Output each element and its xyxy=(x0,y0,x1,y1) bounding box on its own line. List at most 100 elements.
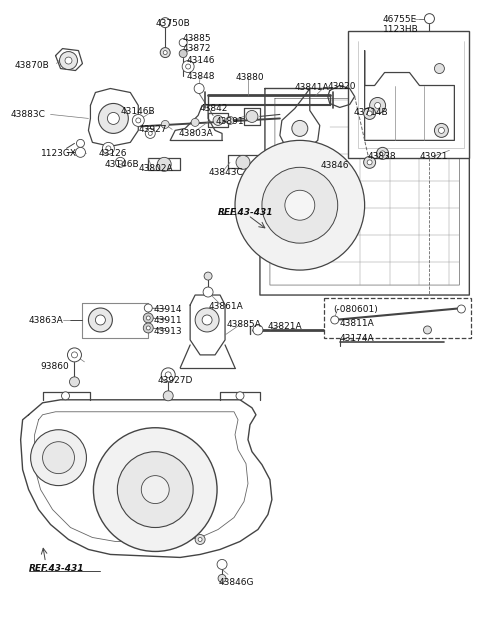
Circle shape xyxy=(146,326,150,330)
Circle shape xyxy=(161,121,169,128)
Text: 43920: 43920 xyxy=(328,82,356,90)
Circle shape xyxy=(194,84,204,93)
Circle shape xyxy=(102,142,114,154)
Circle shape xyxy=(117,452,193,527)
Text: 93860: 93860 xyxy=(41,362,69,371)
Text: 43146: 43146 xyxy=(186,56,215,64)
Circle shape xyxy=(424,14,434,24)
Circle shape xyxy=(198,537,202,542)
Text: 43146B: 43146B xyxy=(120,108,155,116)
Circle shape xyxy=(76,139,84,147)
Circle shape xyxy=(61,392,70,400)
Circle shape xyxy=(106,146,111,151)
Text: 43126: 43126 xyxy=(98,149,127,158)
Circle shape xyxy=(236,155,250,170)
Text: 43146B: 43146B xyxy=(104,160,139,170)
Circle shape xyxy=(236,392,244,400)
Circle shape xyxy=(246,110,258,123)
Circle shape xyxy=(157,157,171,171)
Bar xyxy=(324,298,471,338)
Circle shape xyxy=(253,325,263,335)
Text: 43883C: 43883C xyxy=(11,110,46,119)
Text: 43872: 43872 xyxy=(182,43,211,53)
Circle shape xyxy=(144,304,152,312)
Text: 43891: 43891 xyxy=(215,118,244,126)
Text: 43803A: 43803A xyxy=(178,129,213,139)
Text: REF.43-431: REF.43-431 xyxy=(29,565,84,573)
Text: 43927: 43927 xyxy=(138,126,167,134)
Circle shape xyxy=(160,48,170,58)
Circle shape xyxy=(364,157,376,168)
Circle shape xyxy=(160,18,170,28)
Circle shape xyxy=(218,574,226,582)
Circle shape xyxy=(186,64,191,69)
Circle shape xyxy=(374,103,381,108)
Circle shape xyxy=(380,151,385,156)
Text: 43911: 43911 xyxy=(153,316,182,325)
Circle shape xyxy=(182,61,194,72)
Circle shape xyxy=(226,116,234,124)
Text: 43821A: 43821A xyxy=(268,322,302,331)
Circle shape xyxy=(88,308,112,332)
Text: 43802A: 43802A xyxy=(138,164,173,173)
Circle shape xyxy=(331,316,339,324)
Circle shape xyxy=(292,121,308,136)
Text: 43885A: 43885A xyxy=(227,320,262,329)
Circle shape xyxy=(179,50,187,58)
Circle shape xyxy=(370,97,385,113)
Circle shape xyxy=(163,391,173,400)
Text: 43846: 43846 xyxy=(321,162,349,170)
Circle shape xyxy=(165,372,171,378)
Circle shape xyxy=(115,157,125,167)
Text: 43842: 43842 xyxy=(199,105,228,113)
Text: 46755E: 46755E xyxy=(383,15,417,24)
Circle shape xyxy=(434,64,444,74)
Text: 43841A: 43841A xyxy=(295,82,329,92)
Text: 1123HB: 1123HB xyxy=(383,25,419,33)
Circle shape xyxy=(204,272,212,280)
Circle shape xyxy=(94,428,217,552)
Text: 43714B: 43714B xyxy=(354,108,388,118)
Text: 43927D: 43927D xyxy=(157,376,192,385)
Text: (-080601): (-080601) xyxy=(334,305,378,314)
Circle shape xyxy=(141,475,169,504)
Text: 43174A: 43174A xyxy=(340,334,374,343)
Circle shape xyxy=(262,167,338,243)
Circle shape xyxy=(434,123,448,137)
Circle shape xyxy=(145,128,155,139)
Circle shape xyxy=(119,160,122,164)
Circle shape xyxy=(75,147,85,157)
Circle shape xyxy=(70,377,80,387)
Text: 43848: 43848 xyxy=(186,72,215,80)
Circle shape xyxy=(217,560,227,569)
Text: 43838: 43838 xyxy=(368,152,396,162)
Circle shape xyxy=(132,115,144,126)
Text: 43880: 43880 xyxy=(236,72,264,82)
Circle shape xyxy=(144,313,153,323)
Text: REF.43-431: REF.43-431 xyxy=(218,208,274,217)
Circle shape xyxy=(68,348,82,362)
Circle shape xyxy=(235,141,365,270)
Circle shape xyxy=(65,57,72,64)
Circle shape xyxy=(31,430,86,485)
Circle shape xyxy=(43,442,74,474)
Circle shape xyxy=(202,315,212,325)
Circle shape xyxy=(457,305,465,313)
Text: 43843C: 43843C xyxy=(208,168,243,177)
Circle shape xyxy=(191,118,199,126)
Circle shape xyxy=(136,118,141,123)
Circle shape xyxy=(72,352,77,358)
Circle shape xyxy=(96,315,106,325)
Text: 43846G: 43846G xyxy=(218,578,253,587)
Text: 43921: 43921 xyxy=(420,152,448,162)
Text: 1123GX: 1123GX xyxy=(41,149,77,158)
Text: 43913: 43913 xyxy=(153,327,182,336)
Circle shape xyxy=(367,111,372,116)
Circle shape xyxy=(285,190,315,220)
Text: 43914: 43914 xyxy=(153,305,182,314)
Circle shape xyxy=(60,51,77,69)
Circle shape xyxy=(144,323,153,333)
Text: 43811A: 43811A xyxy=(340,319,374,328)
Text: 43885: 43885 xyxy=(182,33,211,43)
Bar xyxy=(348,30,469,158)
